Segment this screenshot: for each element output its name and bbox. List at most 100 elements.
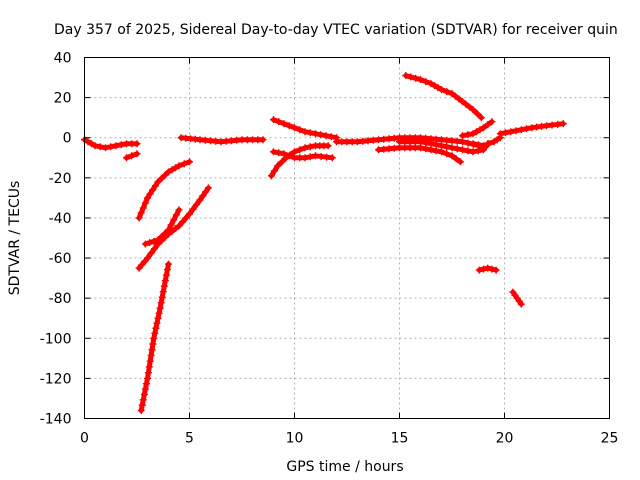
data-point <box>147 351 155 359</box>
data-point <box>306 129 314 137</box>
data-point <box>182 214 190 222</box>
data-point <box>152 324 160 332</box>
data-point <box>144 254 151 262</box>
data-trace <box>509 288 525 308</box>
data-point <box>285 122 293 130</box>
data-trace <box>123 150 141 162</box>
data-series <box>81 72 567 414</box>
data-point <box>161 277 169 285</box>
data-point <box>407 73 415 81</box>
data-point <box>459 132 466 140</box>
data-point <box>154 178 162 186</box>
data-point <box>147 249 155 257</box>
plot-frame <box>84 57 610 419</box>
data-point <box>469 140 477 148</box>
data-point <box>149 186 157 194</box>
x-axis-label: GPS time / hours <box>286 459 403 475</box>
data-point <box>480 124 487 132</box>
data-point <box>123 154 130 162</box>
data-trace <box>402 72 485 122</box>
y-tick-label: -120 <box>40 371 72 387</box>
data-point <box>138 401 146 409</box>
data-point <box>146 239 154 247</box>
y-tick-label: -140 <box>40 412 72 428</box>
data-point <box>267 172 275 180</box>
data-point <box>150 237 158 245</box>
data-point <box>151 329 159 337</box>
data-point <box>453 145 461 153</box>
data-point <box>492 266 500 274</box>
x-tick-label: 5 <box>185 431 194 447</box>
y-tick-label: 0 <box>63 131 72 147</box>
data-point <box>275 149 283 157</box>
data-point <box>438 86 445 94</box>
data-point <box>443 88 451 96</box>
data-point <box>175 162 183 170</box>
data-point <box>139 204 147 212</box>
data-point <box>448 152 456 160</box>
data-point <box>474 147 482 155</box>
data-trace <box>375 144 464 166</box>
data-point <box>459 146 466 154</box>
data-point <box>137 209 145 217</box>
data-point <box>474 141 482 149</box>
data-trace <box>270 148 336 162</box>
data-point <box>412 74 420 82</box>
data-point <box>480 265 487 273</box>
data-point <box>517 300 525 308</box>
x-tick-label: 10 <box>286 431 304 447</box>
data-point <box>151 182 159 190</box>
data-point <box>150 334 158 342</box>
data-point <box>417 138 424 146</box>
data-trace <box>459 118 496 140</box>
data-trace <box>475 264 500 274</box>
data-point <box>202 188 210 196</box>
data-point <box>158 233 165 241</box>
x-tick-label: 0 <box>80 431 89 447</box>
data-point <box>179 218 186 226</box>
y-axis-label: SDTVAR / TECUs <box>7 181 23 296</box>
data-point <box>496 130 504 138</box>
data-point <box>322 132 330 140</box>
data-point <box>151 245 158 253</box>
data-point <box>175 222 183 230</box>
data-point <box>157 299 165 307</box>
data-point <box>117 141 125 149</box>
data-point <box>443 150 451 158</box>
data-point <box>141 385 149 393</box>
data-point <box>312 130 319 138</box>
data-point <box>142 380 150 388</box>
data-point <box>285 152 293 160</box>
data-point <box>91 142 99 150</box>
data-point <box>160 282 168 290</box>
data-point <box>165 226 172 234</box>
data-point <box>448 144 456 152</box>
data-point <box>301 154 309 162</box>
data-point <box>146 357 154 365</box>
data-point <box>144 374 151 382</box>
data-point <box>186 210 193 218</box>
data-point <box>507 128 515 136</box>
data-point <box>112 142 120 150</box>
data-point <box>102 144 109 152</box>
data-point <box>162 271 170 279</box>
data-point <box>141 199 149 207</box>
data-point <box>144 369 152 377</box>
data-point <box>145 363 153 371</box>
y-tick-label: 40 <box>54 51 72 67</box>
data-point <box>317 131 325 139</box>
data-point <box>280 120 288 128</box>
data-point <box>477 114 485 122</box>
data-point <box>301 144 309 152</box>
data-point <box>422 78 430 86</box>
trace-band <box>136 185 211 271</box>
data-point <box>502 129 510 137</box>
data-point <box>186 158 193 166</box>
x-tick-label: 20 <box>496 431 514 447</box>
data-point <box>161 171 169 179</box>
y-tick-label: -20 <box>49 171 72 187</box>
data-point <box>438 148 445 156</box>
data-point <box>259 136 267 144</box>
data-point <box>149 340 157 348</box>
